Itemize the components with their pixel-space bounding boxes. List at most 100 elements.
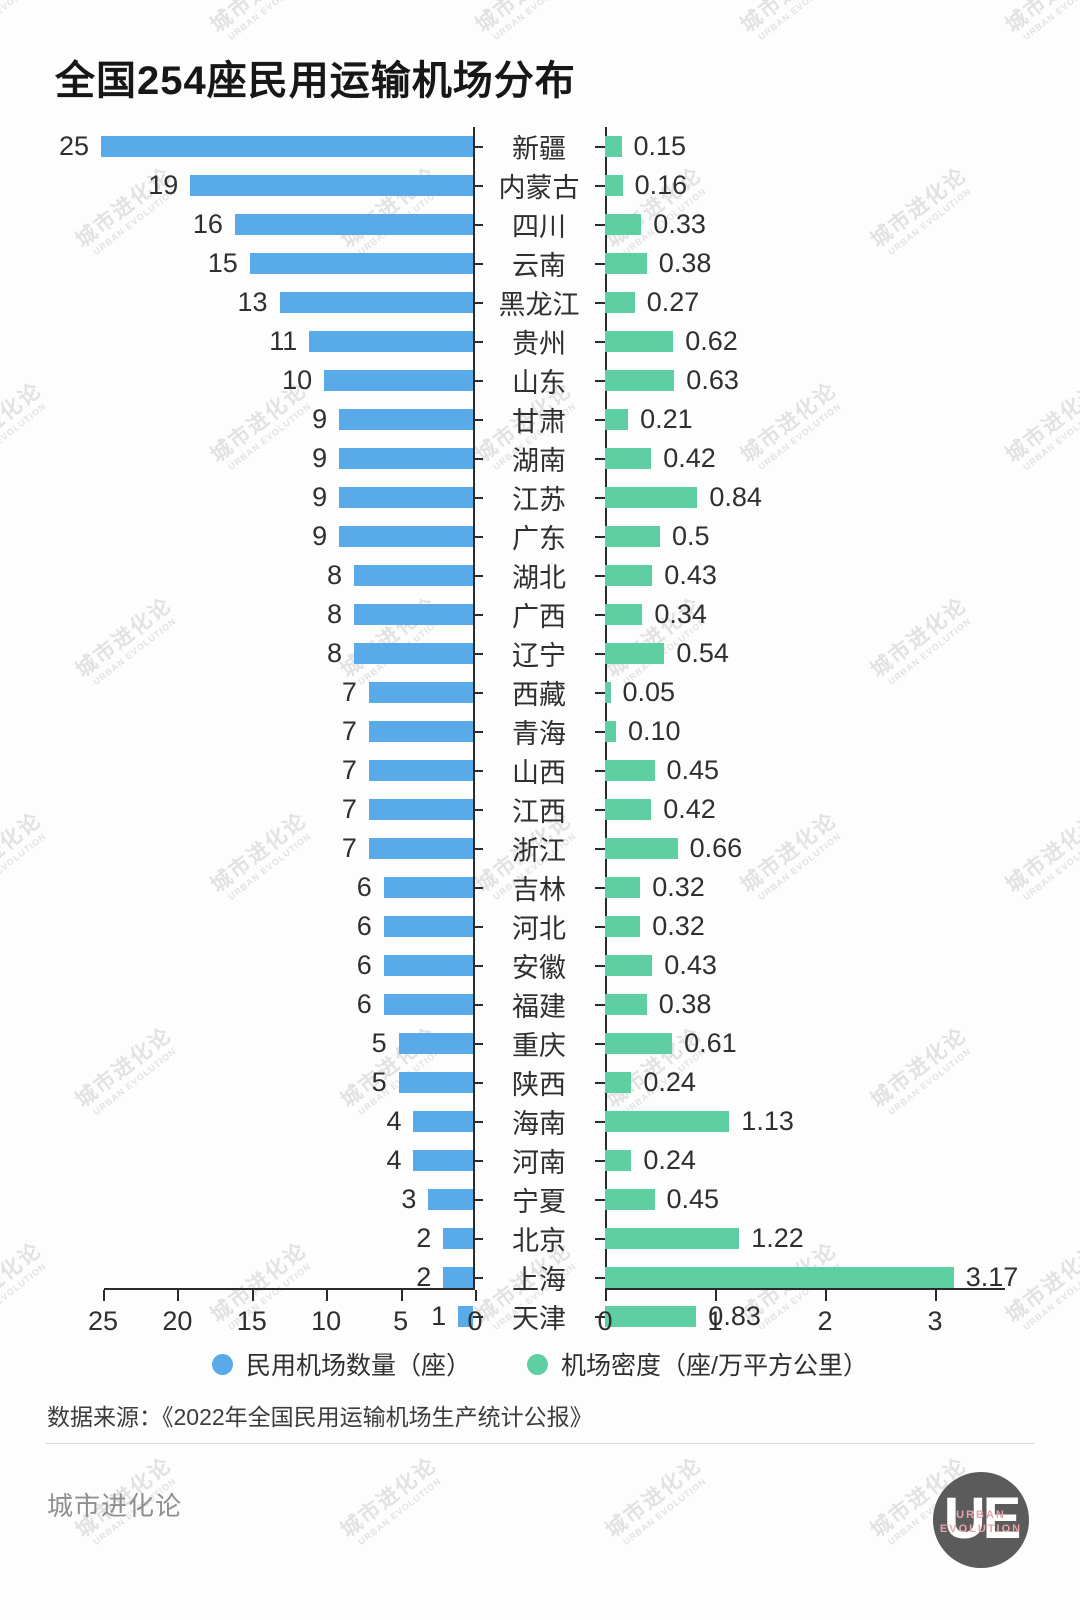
right-bar-cell: 0.5 xyxy=(605,521,1080,552)
chart-row: 13 黑龙江 0.27 xyxy=(0,283,1080,322)
province-label: 山东 xyxy=(512,368,566,398)
airport-count-bar xyxy=(339,526,473,547)
airport-count-label: 9 xyxy=(312,482,328,512)
right-bar-cell: 0.43 xyxy=(605,560,1080,591)
left-bar-cell: 5 xyxy=(0,1067,473,1098)
chart-row: 11 贵州 0.62 xyxy=(0,322,1080,361)
category-cell: 广东 xyxy=(473,517,605,556)
left-bar-cell: 9 xyxy=(0,404,473,435)
left-bar-cell: 7 xyxy=(0,716,473,747)
airport-count-label: 6 xyxy=(356,950,372,980)
density-value-label: 0.54 xyxy=(676,638,729,668)
right-bar-cell: 0.45 xyxy=(605,1184,1080,1215)
category-cell: 上海 xyxy=(473,1258,605,1297)
right-bar-cell: 0.43 xyxy=(605,950,1080,981)
legend-label: 民用机场数量（座） xyxy=(246,1352,472,1380)
airport-count-label: 15 xyxy=(207,248,238,278)
airport-count-label: 7 xyxy=(341,794,357,824)
category-cell: 宁夏 xyxy=(473,1180,605,1219)
density-value-label: 0.38 xyxy=(658,248,712,278)
chart-row: 19 内蒙古 0.16 xyxy=(0,166,1080,205)
density-bar xyxy=(605,955,653,976)
left-bar-cell: 7 xyxy=(0,755,473,786)
density-value-label: 0.42 xyxy=(663,443,716,473)
category-cell: 河南 xyxy=(473,1141,605,1180)
density-bar xyxy=(605,1267,954,1288)
right-bar-cell: 0.42 xyxy=(605,794,1080,825)
axis-tick-label: 0 xyxy=(467,1306,483,1336)
category-cell: 福建 xyxy=(473,985,605,1024)
chart-row: 10 山东 0.63 xyxy=(0,361,1080,400)
axis-tick xyxy=(825,1290,827,1301)
airport-count-bar xyxy=(368,799,473,820)
density-bar xyxy=(605,292,635,313)
density-value-label: 0.24 xyxy=(643,1145,696,1175)
axis-tick xyxy=(103,1290,105,1301)
airport-count-bar xyxy=(398,1072,473,1093)
airport-count-label: 16 xyxy=(192,209,223,239)
left-bar-cell: 16 xyxy=(0,209,473,240)
airport-count-label: 2 xyxy=(416,1223,432,1253)
density-bar xyxy=(605,994,647,1015)
density-bar xyxy=(605,604,643,625)
left-bar-cell: 6 xyxy=(0,989,473,1020)
density-value-label: 3.17 xyxy=(965,1262,1019,1292)
chart-row: 15 云南 0.38 xyxy=(0,244,1080,283)
axis-tick xyxy=(326,1290,329,1301)
airport-count-bar xyxy=(190,175,473,196)
airport-count-bar xyxy=(413,1111,473,1132)
density-value-label: 1.22 xyxy=(751,1223,804,1253)
logo-subtext: URBAN EVOLUTION xyxy=(933,1508,1029,1537)
density-bar xyxy=(605,877,641,898)
chart-row: 6 福建 0.38 xyxy=(0,985,1080,1024)
left-bar-cell: 2 xyxy=(0,1262,473,1293)
density-value-label: 0.21 xyxy=(640,404,693,434)
logo-subtext-line2: EVOLUTION xyxy=(939,1523,1023,1536)
left-bar-cell: 8 xyxy=(0,638,473,669)
category-cell: 甘肃 xyxy=(473,400,605,439)
airport-count-label: 9 xyxy=(312,443,328,473)
province-label: 浙江 xyxy=(512,836,566,866)
airport-count-bar xyxy=(353,604,473,625)
axis-tick xyxy=(251,1290,254,1301)
density-value-label: 0.5 xyxy=(672,521,710,551)
chart-row: 8 湖北 0.43 xyxy=(0,556,1080,595)
province-label: 天津 xyxy=(512,1304,566,1334)
density-value-label: 0.84 xyxy=(709,482,762,512)
density-bar xyxy=(605,1306,697,1327)
airport-count-bar xyxy=(234,214,473,235)
density-value-label: 0.45 xyxy=(666,1184,720,1214)
airport-count-bar xyxy=(353,643,473,664)
category-cell: 辽宁 xyxy=(473,634,605,673)
category-cell: 湖南 xyxy=(473,439,605,478)
category-cell: 云南 xyxy=(473,244,605,283)
airport-count-label: 4 xyxy=(386,1106,402,1136)
axis-tick-label: 15 xyxy=(236,1306,267,1336)
chart-row: 6 吉林 0.32 xyxy=(0,868,1080,907)
right-bar-cell: 0.84 xyxy=(605,482,1080,513)
category-cell: 山东 xyxy=(473,361,605,400)
airport-count-label: 5 xyxy=(371,1028,387,1058)
density-value-label: 0.10 xyxy=(628,716,681,746)
chart-row: 9 广东 0.5 xyxy=(0,517,1080,556)
density-bar xyxy=(605,1111,730,1132)
airport-count-label: 6 xyxy=(356,872,372,902)
airport-count-label: 6 xyxy=(356,911,372,941)
chart-row: 5 重庆 0.61 xyxy=(0,1024,1080,1063)
left-bar-cell: 8 xyxy=(0,599,473,630)
left-bar-cell: 13 xyxy=(0,287,473,318)
left-bar-cell: 4 xyxy=(0,1106,473,1137)
category-cell: 安徽 xyxy=(473,946,605,985)
airport-count-bar xyxy=(279,292,473,313)
footer-divider xyxy=(45,1443,1035,1444)
logo-letters: UE xyxy=(943,1486,1022,1551)
axis-tick xyxy=(400,1290,403,1301)
left-bar-cell: 2 xyxy=(0,1223,473,1254)
left-bar-cell: 6 xyxy=(0,911,473,942)
airport-count-bar xyxy=(443,1228,473,1249)
right-bar-cell: 3.17 xyxy=(605,1262,1080,1293)
right-bar-cell: 0.05 xyxy=(605,677,1080,708)
density-value-label: 0.32 xyxy=(652,872,705,902)
province-label: 河南 xyxy=(512,1148,566,1178)
